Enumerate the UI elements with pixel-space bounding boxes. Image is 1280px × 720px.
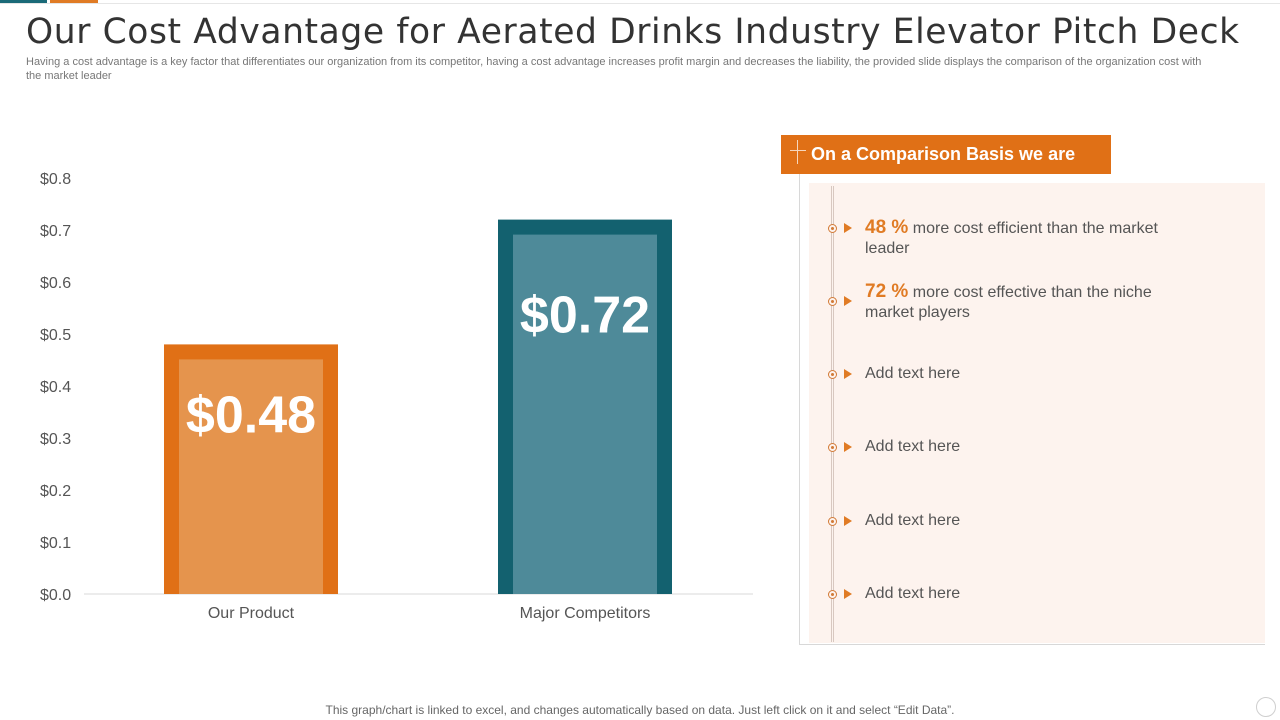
- x-axis-labels: Our Product Major Competitors: [208, 605, 650, 622]
- y-tick-label: $0.2: [40, 483, 71, 500]
- panel-border-bottom: [799, 644, 1265, 645]
- item-text: Add text here: [865, 365, 961, 382]
- item-text: more cost effective than the niche marke…: [865, 284, 1152, 321]
- item-text: Add text here: [865, 512, 961, 529]
- bullet-dot-icon: [828, 590, 837, 599]
- y-tick-label: $0.6: [40, 275, 71, 292]
- triangle-arrow-icon: [844, 223, 852, 233]
- x-category-label: Major Competitors: [520, 605, 651, 622]
- bullet-dot-icon: [828, 443, 837, 452]
- bullet-dot-icon: [828, 224, 837, 233]
- y-tick-label: $0.7: [40, 223, 71, 240]
- page-title: Our Cost Advantage for Aerated Drinks In…: [26, 12, 1240, 52]
- y-tick-label: $0.1: [40, 535, 71, 552]
- triangle-arrow-icon: [844, 369, 852, 379]
- page-subtitle: Having a cost advantage is a key factor …: [26, 56, 1202, 82]
- cost-bar-chart[interactable]: $0.0 $0.1 $0.2 $0.3 $0.4 $0.5 $0.6 $0.7 $0.8 $0.…: [0, 150, 780, 640]
- bullet-dot-icon: [828, 370, 837, 379]
- bar-2-inner: [513, 234, 657, 594]
- panel-header: On a Comparison Basis we are: [781, 135, 1111, 174]
- bullet-dot-icon: [828, 517, 837, 526]
- triangle-arrow-icon: [844, 589, 852, 599]
- footer-note: This graph/chart is linked to excel, and…: [325, 703, 955, 717]
- y-tick-label: $0.3: [40, 431, 71, 448]
- top-accent-teal: [0, 0, 47, 4]
- panel-border-left: [799, 173, 800, 645]
- triangle-arrow-icon: [844, 516, 852, 526]
- bullet-dot-icon: [828, 297, 837, 306]
- slide-corner-circle-icon: [1256, 697, 1276, 717]
- top-divider: [0, 3, 1280, 4]
- bars-group: $0.48 $0.72: [164, 219, 672, 594]
- y-tick-label: $0.4: [40, 379, 71, 396]
- bar-data-label: $0.48: [186, 386, 316, 444]
- triangle-arrow-icon: [844, 296, 852, 306]
- y-tick-label: $0.0: [40, 587, 71, 604]
- comparison-panel: [809, 183, 1265, 643]
- item-text: Add text here: [865, 438, 961, 455]
- y-axis-ticks: $0.0 $0.1 $0.2 $0.3 $0.4 $0.5 $0.6 $0.7 $0.8: [40, 171, 71, 604]
- x-category-label: Our Product: [208, 605, 295, 622]
- triangle-arrow-icon: [844, 442, 852, 452]
- y-tick-label: $0.5: [40, 327, 71, 344]
- crosshair-icon: [790, 140, 806, 164]
- item-text: more cost efficient than the market lead…: [865, 220, 1158, 257]
- timeline-line: [831, 186, 834, 642]
- bar-1-inner: [179, 359, 323, 594]
- item-highlight: 48 %: [865, 217, 909, 238]
- bar-data-label: $0.72: [520, 287, 650, 345]
- y-tick-label: $0.8: [40, 171, 71, 188]
- top-accent-orange: [50, 0, 98, 4]
- item-text: Add text here: [865, 585, 961, 602]
- item-highlight: 72 %: [865, 281, 909, 302]
